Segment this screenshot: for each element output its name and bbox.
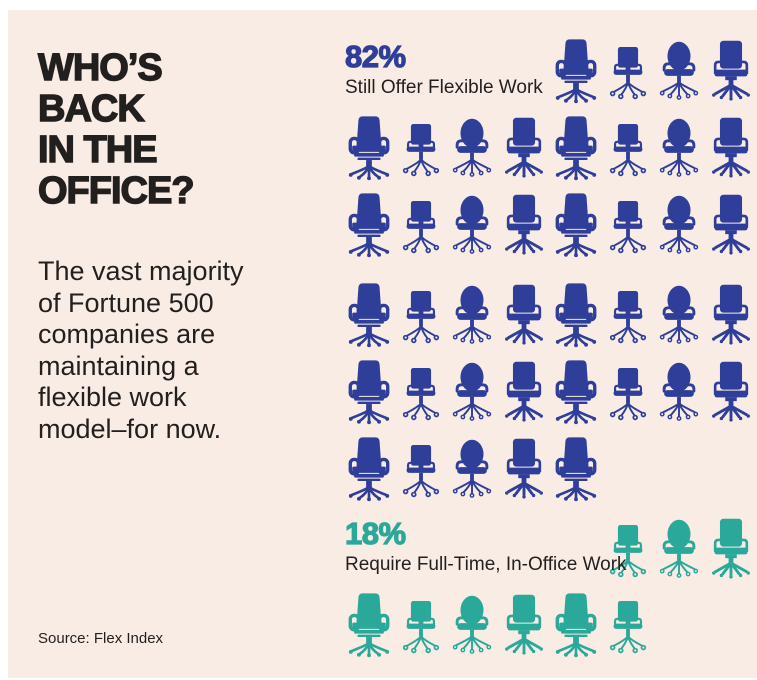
office-chair-icon	[602, 281, 654, 354]
office-chair-icon	[395, 114, 447, 187]
flexible-work-label: 82% Still Offer Flexible Work	[344, 39, 543, 99]
flexible-work-series: 82% Still Offer Flexible Work	[343, 33, 757, 508]
chair-row	[343, 277, 757, 354]
flexible-work-chair-rows	[343, 33, 757, 508]
chair-row	[343, 110, 757, 187]
office-chair-icon	[395, 358, 447, 431]
flexible-work-description: Still Offer Flexible Work	[345, 77, 543, 98]
in-office-percent: 18%	[344, 516, 406, 551]
office-chair-icon	[550, 281, 602, 354]
in-office-description: Require Full-Time, In-Office Work	[345, 554, 627, 575]
subtitle-line: The vast majority	[38, 256, 244, 286]
office-chair-icon	[654, 191, 706, 264]
office-chair-icon	[498, 114, 550, 187]
office-chair-icon	[705, 281, 757, 354]
office-chair-icon	[550, 114, 602, 187]
office-chair-icon	[550, 37, 602, 110]
subtitle-line: of Fortune 500	[38, 287, 214, 318]
office-chair-icon	[343, 281, 395, 354]
office-chair-icon	[705, 191, 757, 264]
subtitle: The vast majority of Fortune 500 compani…	[38, 256, 244, 445]
office-chair-icon	[654, 358, 706, 431]
headline-line: OFFICE?	[37, 170, 195, 212]
in-office-series: 18% Require Full-Time, In-Office Work	[343, 512, 757, 664]
office-chair-icon	[654, 114, 706, 187]
office-chair-icon	[343, 114, 395, 187]
chair-row	[343, 431, 757, 508]
office-chair-icon	[395, 435, 447, 508]
office-chair-icon	[447, 114, 499, 187]
office-chair-icon	[395, 591, 447, 664]
office-chair-icon	[550, 191, 602, 264]
office-chair-icon	[343, 358, 395, 431]
subtitle-line: companies are	[38, 319, 216, 349]
office-chair-icon	[550, 435, 602, 508]
office-chair-icon	[602, 591, 654, 664]
office-chair-icon	[550, 358, 602, 431]
office-chair-icon	[343, 191, 395, 264]
office-chair-icon	[498, 281, 550, 354]
office-chair-icon	[395, 281, 447, 354]
office-chair-icon	[705, 515, 757, 588]
chair-row	[343, 187, 757, 264]
office-chair-icon	[343, 435, 395, 508]
headline-line: BACK	[37, 88, 145, 130]
office-chair-icon	[343, 591, 395, 664]
headline-line: WHO’S	[37, 47, 163, 89]
office-chair-icon	[654, 37, 706, 110]
office-chair-icon	[705, 114, 757, 187]
office-chair-icon	[602, 358, 654, 431]
office-chair-icon	[602, 191, 654, 264]
background-panel: WHO’S BACK IN THE OFFICE? The vast major…	[8, 10, 757, 678]
source-note: Source: Flex Index	[38, 630, 164, 647]
in-office-label: 18% Require Full-Time, In-Office Work	[344, 516, 627, 576]
subtitle-line: flexible work	[38, 382, 187, 412]
office-chair-icon	[447, 358, 499, 431]
office-chair-icon	[447, 281, 499, 354]
chair-row	[343, 588, 757, 664]
office-chair-icon	[498, 191, 550, 264]
office-chair-icon	[550, 591, 602, 664]
office-chair-icon	[602, 114, 654, 187]
pictograph-chart: 82% Still Offer Flexible Work 18% Requir…	[343, 33, 757, 664]
subtitle-line: model–for now.	[38, 413, 222, 444]
office-chair-icon	[498, 435, 550, 508]
office-chair-icon	[705, 37, 757, 110]
page-title: WHO’S BACK IN THE OFFICE?	[37, 47, 195, 212]
chair-row	[343, 354, 757, 431]
office-chair-icon	[498, 591, 550, 664]
office-chair-icon	[447, 591, 499, 664]
office-chair-icon	[395, 191, 447, 264]
office-chair-icon	[447, 191, 499, 264]
office-chair-icon	[654, 515, 706, 588]
office-chair-icon	[447, 435, 499, 508]
office-chair-icon	[654, 281, 706, 354]
office-chair-icon	[602, 37, 654, 110]
headline-line: IN THE	[37, 129, 158, 171]
office-chair-icon	[498, 358, 550, 431]
subtitle-line: maintaining a	[38, 350, 199, 381]
office-chair-icon	[705, 358, 757, 431]
flexible-work-percent: 82%	[344, 39, 406, 74]
